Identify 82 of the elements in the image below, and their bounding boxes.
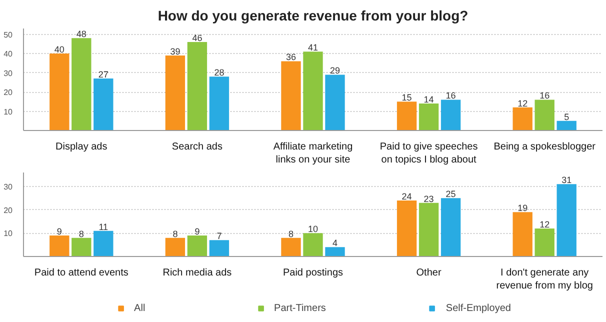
y-tick-label: 40 — [4, 50, 14, 59]
bar — [50, 54, 70, 130]
x-tick-label: Rich media ads — [162, 268, 232, 278]
bar — [512, 107, 532, 130]
data-label: 7 — [216, 231, 222, 242]
bar — [556, 184, 576, 256]
data-label: 48 — [76, 29, 86, 40]
data-label: 8 — [172, 228, 178, 239]
data-label: 25 — [446, 189, 456, 200]
chart-title: How do you generate revenue from your blog? — [158, 8, 468, 24]
data-label: 41 — [308, 42, 318, 53]
data-label: 16 — [540, 90, 550, 101]
data-label: 40 — [54, 44, 64, 55]
data-label: 9 — [194, 226, 200, 236]
y-tick-label: 10 — [4, 107, 14, 116]
bar — [94, 230, 114, 256]
bar — [418, 202, 439, 256]
legend-label: Self-Employed — [446, 302, 511, 314]
data-label: 4 — [332, 238, 338, 248]
x-tick-label: Other — [416, 268, 442, 278]
x-tick-label: Search ads — [172, 142, 222, 152]
bar — [50, 236, 70, 256]
legend-label: Part-Timers — [274, 302, 326, 314]
y-tick-label: 50 — [4, 30, 14, 40]
data-label: 10 — [308, 224, 318, 234]
y-tick-label: 30 — [4, 182, 14, 192]
x-tick-label: Paid to give speeches on topics I blog about — [380, 142, 478, 166]
data-label: 28 — [214, 68, 224, 78]
x-tick-label: Paid postings — [282, 268, 344, 278]
legend-label: All — [134, 302, 146, 314]
bar — [165, 55, 186, 130]
data-label: 31 — [562, 175, 572, 186]
bar — [303, 52, 323, 130]
x-tick-label: Being a spokesblogger — [494, 142, 596, 152]
data-label: 24 — [402, 192, 412, 202]
bar — [72, 38, 92, 130]
data-label: 8 — [78, 228, 84, 239]
data-label: 23 — [424, 194, 434, 204]
bar — [94, 78, 114, 130]
bar — [325, 247, 345, 256]
bar — [187, 42, 208, 130]
bar — [534, 100, 554, 130]
data-label: 8 — [288, 228, 294, 239]
bar — [72, 238, 92, 256]
x-tick-label: Display ads — [56, 142, 108, 152]
bar — [303, 233, 323, 256]
bar — [209, 76, 230, 130]
bar — [325, 74, 345, 130]
data-label: 12 — [518, 98, 528, 108]
data-label: 12 — [540, 220, 550, 230]
y-tick-label: 20 — [4, 88, 14, 98]
data-label: 46 — [192, 32, 202, 43]
bar — [440, 100, 461, 130]
data-label: 29 — [330, 66, 340, 76]
y-tick-label: 30 — [4, 68, 14, 78]
data-label: 16 — [446, 90, 456, 101]
data-label: 15 — [402, 92, 412, 103]
bar — [418, 104, 439, 130]
bar — [281, 238, 301, 256]
bar — [534, 228, 554, 256]
data-label: 27 — [98, 70, 108, 80]
x-tick-label: Affiliate marketing links on your site — [273, 142, 353, 166]
bar — [556, 120, 576, 130]
bar — [281, 61, 301, 130]
x-tick-label: Paid to attend events — [34, 268, 128, 278]
data-label: 9 — [56, 226, 62, 236]
y-tick-label: 10 — [4, 229, 14, 238]
data-label: 19 — [518, 203, 528, 214]
y-tick-label: 20 — [4, 206, 14, 215]
bar — [165, 238, 186, 256]
data-label: 36 — [286, 52, 296, 62]
data-label: 39 — [170, 46, 180, 56]
data-label: 11 — [98, 222, 108, 232]
bar — [440, 198, 461, 256]
bar — [187, 236, 208, 256]
bar — [512, 212, 532, 256]
bar — [396, 102, 417, 130]
data-label: 5 — [564, 112, 570, 122]
data-label: 14 — [424, 94, 434, 105]
bar — [396, 200, 417, 256]
bar — [209, 240, 230, 256]
x-tick-label: I don't generate any revenue from my blog — [496, 268, 593, 292]
